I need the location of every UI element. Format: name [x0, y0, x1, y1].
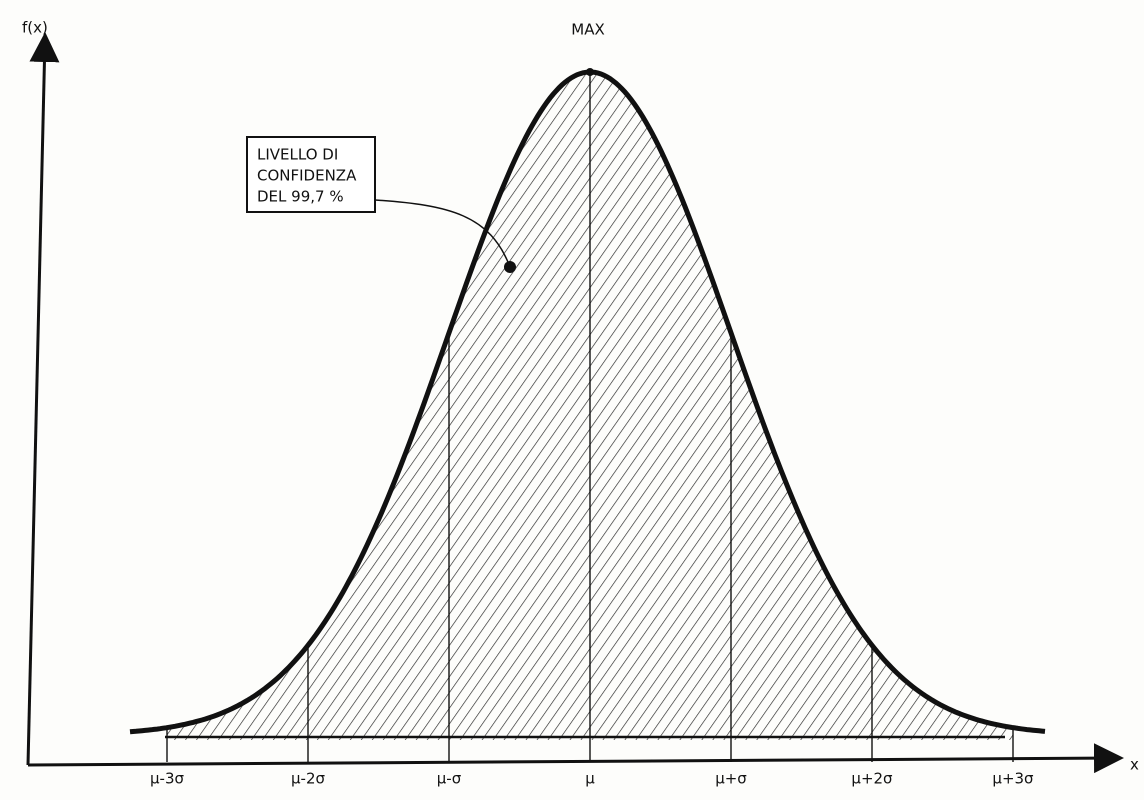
peak-label: MAX — [571, 21, 604, 39]
tick-label: μ — [585, 770, 595, 788]
tick-label: μ+2σ — [851, 770, 893, 788]
tick-label: μ+σ — [715, 770, 747, 788]
peak-point — [586, 68, 594, 76]
tick-label: μ-2σ — [291, 770, 325, 788]
x-axis-label: x — [1130, 756, 1139, 774]
sigma-lines — [166, 72, 1014, 762]
tick-labels: μ-3σ μ-2σ μ-σ μ μ+σ μ+2σ μ+3σ — [150, 770, 1034, 788]
tick-label: μ+3σ — [992, 770, 1034, 788]
y-axis-label: f(x) — [22, 19, 48, 37]
callout-line: DEL 99,7 % — [257, 188, 344, 206]
tick-label: μ-σ — [437, 770, 462, 788]
callout-leader — [374, 199, 511, 268]
callout-line: CONFIDENZA — [257, 167, 357, 185]
callout-box — [246, 136, 376, 213]
y-axis — [26, 32, 60, 766]
callout-line: LIVELLO DI — [257, 146, 338, 164]
callout-dot — [504, 261, 516, 273]
x-axis — [27, 743, 1124, 774]
tick-label: μ-3σ — [150, 770, 184, 788]
